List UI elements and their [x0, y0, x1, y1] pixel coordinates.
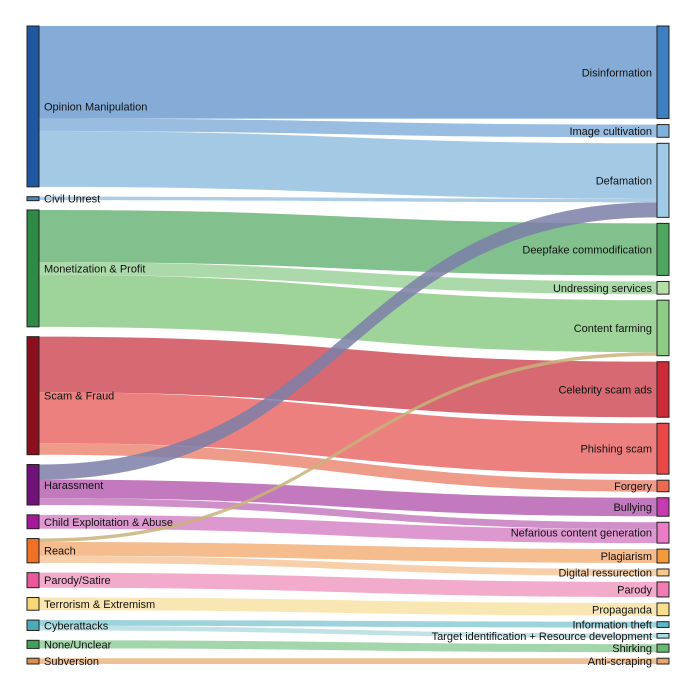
link-reach-to-content-farming [39, 352, 657, 543]
target-label-parody: Parody [617, 584, 652, 596]
target-node-digital-ressurection [656, 568, 670, 577]
link-reach-to-digital-ressurection [39, 555, 657, 576]
target-node-anti-scraping [656, 657, 670, 665]
target-label-shirking: Shirking [612, 643, 652, 655]
link-opinion-manipulation-to-image-cultivation [39, 118, 657, 138]
link-reach-to-plagiarism [39, 542, 657, 563]
target-node-nefarious-content-generation [656, 521, 670, 544]
source-label-none-unclear: None/Unclear [44, 639, 112, 651]
sankey-links [39, 26, 657, 664]
source-node-monetization-profit [26, 209, 40, 328]
link-monetization-profit-to-undressing-services [39, 262, 657, 295]
target-label-deepfake-commodification: Deepfake commodification [522, 244, 652, 256]
source-node-child-exploitation-abuse [26, 514, 40, 530]
link-harassment-to-nefarious-content-generation [39, 498, 657, 530]
target-label-digital-ressurection: Digital ressurection [558, 567, 652, 579]
source-node-opinion-manipulation [26, 25, 40, 188]
source-node-terrorism-extremism [26, 597, 40, 611]
target-node-deepfake-commodification [656, 222, 670, 276]
target-node-defamation [656, 142, 670, 218]
target-label-nefarious-content-generation: Nefarious content generation [511, 528, 652, 540]
target-node-target-identification-resource-development [656, 632, 670, 639]
source-label-harassment: Harassment [44, 480, 103, 492]
source-node-none-unclear [26, 639, 40, 649]
link-scam-fraud-to-celebrity-scam-ads [39, 336, 657, 418]
source-node-cyberattacks [26, 619, 40, 631]
target-node-plagiarism [656, 548, 670, 564]
link-subversion-to-anti-scraping [39, 658, 657, 664]
link-opinion-manipulation-to-defamation [39, 131, 657, 199]
source-node-subversion [26, 657, 40, 665]
source-label-scam-fraud: Scam & Fraud [44, 391, 114, 403]
link-cyberattacks-to-target-identification-resource-development [39, 625, 657, 639]
source-node-harassment [26, 464, 40, 506]
target-node-parody [656, 581, 670, 598]
target-label-plagiarism: Plagiarism [601, 551, 652, 563]
source-node-parody-satire [26, 572, 40, 589]
sankey-nodes [26, 25, 670, 665]
target-label-celebrity-scam-ads: Celebrity scam ads [558, 384, 652, 396]
link-monetization-profit-to-content-farming [39, 274, 657, 353]
target-label-bullying: Bullying [613, 502, 652, 514]
link-none-unclear-to-shirking [39, 640, 657, 653]
link-monetization-profit-to-deepfake-commodification [39, 209, 657, 276]
target-node-shirking [656, 643, 670, 653]
target-node-propaganda [656, 602, 670, 617]
target-node-disinformation [656, 25, 670, 120]
source-node-civil-unrest [26, 196, 40, 202]
link-harassment-to-bullying [39, 479, 657, 517]
target-label-forgery: Forgery [614, 481, 652, 493]
target-node-image-cultivation [656, 124, 670, 138]
link-terrorism-extremism-to-propaganda [39, 597, 657, 616]
target-node-undressing-services [656, 280, 670, 295]
target-node-content-farming [656, 299, 670, 357]
target-label-image-cultivation: Image cultivation [569, 126, 652, 138]
source-label-child-exploitation-abuse: Child Exploitation & Abuse [44, 517, 173, 529]
source-label-terrorism-extremism: Terrorism & Extremism [44, 599, 155, 611]
target-node-bullying [656, 497, 670, 517]
link-scam-fraud-to-forgery [39, 443, 657, 492]
target-label-disinformation: Disinformation [582, 67, 652, 79]
source-label-cyberattacks: Cyberattacks [44, 620, 109, 632]
target-label-undressing-services: Undressing services [553, 283, 653, 295]
link-parody-satire-to-parody [39, 572, 657, 597]
target-node-forgery [656, 479, 670, 493]
sankey-labels: Opinion Manipulation Civil Unrest Monetiza… [44, 67, 653, 668]
target-label-target-identification-resource-development: Target identification + Resource develop… [432, 631, 652, 643]
source-node-reach [26, 538, 40, 564]
target-node-phishing-scam [656, 422, 670, 475]
source-label-subversion: Subversion [44, 656, 99, 668]
source-label-reach: Reach [44, 546, 76, 558]
link-cyberattacks-to-information-theft [39, 620, 657, 628]
source-node-scam-fraud [26, 336, 40, 456]
source-label-civil-unrest: Civil Unrest [44, 194, 100, 206]
source-label-opinion-manipulation: Opinion Manipulation [44, 101, 147, 113]
source-label-parody-satire: Parody/Satire [44, 575, 111, 587]
target-label-phishing-scam: Phishing scam [580, 444, 652, 456]
target-label-anti-scraping: Anti-scraping [588, 656, 652, 668]
target-node-celebrity-scam-ads [656, 361, 670, 418]
target-label-defamation: Defamation [596, 175, 652, 187]
target-node-information-theft [656, 621, 670, 628]
link-harassment-to-defamation [39, 202, 657, 480]
target-label-propaganda: Propaganda [592, 604, 653, 616]
target-label-content-farming: Content farming [574, 323, 652, 335]
link-opinion-manipulation-to-disinformation [39, 26, 657, 119]
source-label-monetization-profit: Monetization & Profit [44, 263, 146, 275]
link-civil-unrest-to-defamation [39, 196, 657, 203]
target-label-information-theft: Information theft [573, 620, 653, 632]
link-scam-fraud-to-phishing-scam [39, 392, 657, 475]
